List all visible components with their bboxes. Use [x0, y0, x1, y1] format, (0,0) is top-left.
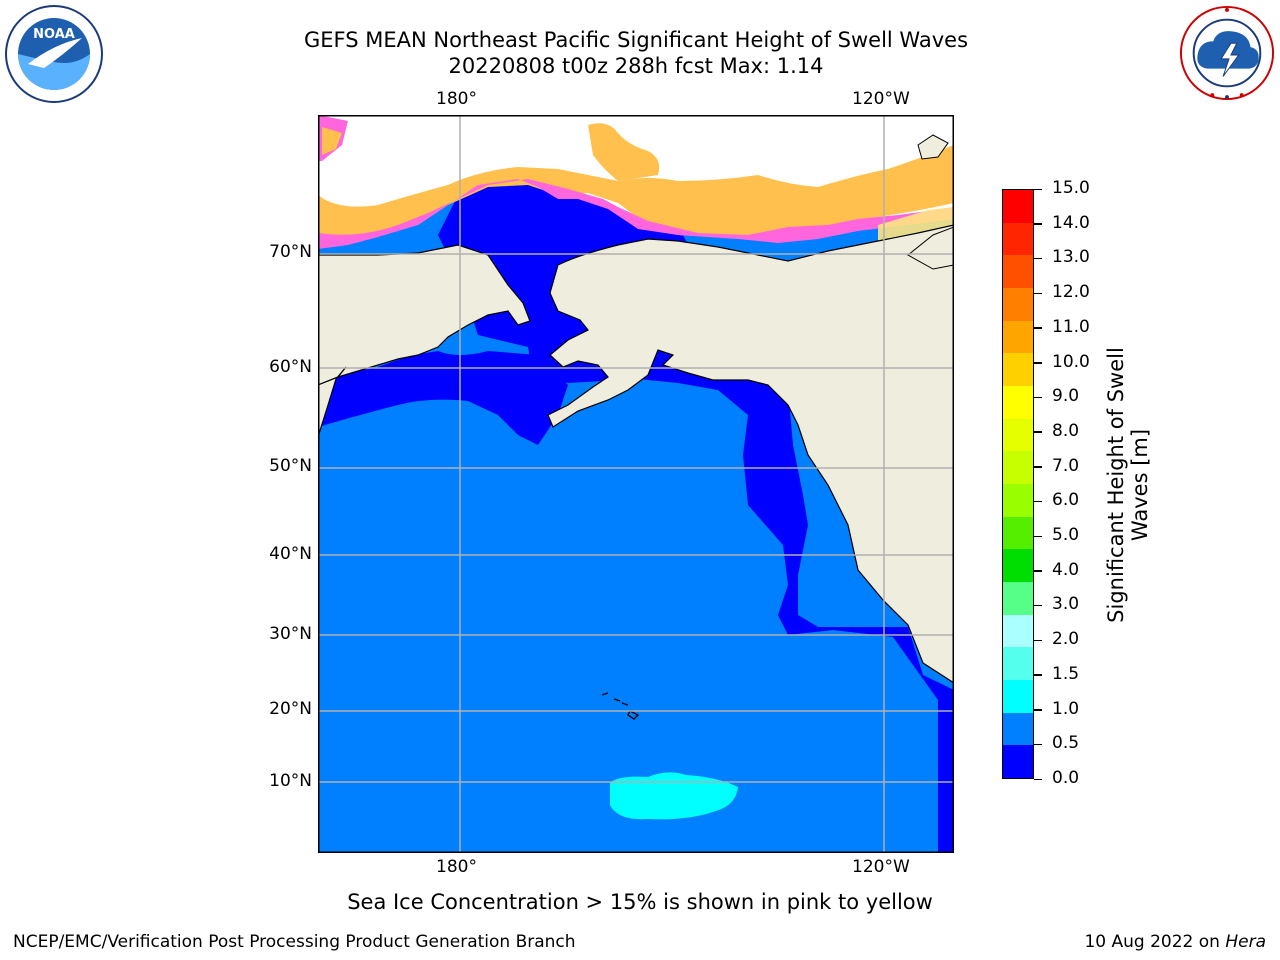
colorbar-tick-label: 1.0	[1052, 698, 1080, 719]
colorbar-tick-label: 3.0	[1052, 594, 1080, 615]
colorbar-segment	[1003, 581, 1033, 615]
lon-label-top-180: 180°	[436, 89, 477, 109]
colorbar-tick-label: 13.0	[1052, 247, 1090, 268]
colorbar	[1002, 189, 1034, 779]
colorbar-tick-mark	[1034, 466, 1042, 468]
map-title: GEFS MEAN Northeast Pacific Significant …	[303, 28, 969, 52]
land-arctic-island-small	[917, 134, 949, 160]
colorbar-segment	[1003, 614, 1033, 648]
colorbar-tick-label: 1.5	[1052, 663, 1080, 684]
ocean-swell-1.0-1.5-patch	[610, 772, 738, 820]
lon-label-bottom-120w: 120°W	[852, 857, 910, 877]
sea-ice-pink-edge	[318, 179, 954, 249]
colorbar-tick-label: 12.0	[1052, 282, 1090, 303]
colorbar-tick-mark	[1034, 257, 1042, 260]
land-siberia	[318, 244, 531, 386]
lat-label-30n: 30°N	[269, 624, 312, 644]
colorbar-tick-label: 4.0	[1052, 559, 1080, 580]
colorbar-tick-mark	[1034, 535, 1042, 538]
colorbar-segment	[1003, 679, 1033, 713]
map-frame	[318, 115, 954, 853]
colorbar-segment	[1003, 190, 1033, 223]
colorbar-segment	[1003, 255, 1033, 288]
colorbar-segment	[1003, 353, 1033, 386]
land-kamchatka	[318, 366, 347, 438]
colorbar-tick-mark	[1034, 500, 1042, 503]
colorbar-segment	[1003, 418, 1033, 452]
colorbar-tick-mark	[1034, 396, 1042, 399]
footer-host: Hera	[1225, 932, 1266, 952]
sea-ice-orange	[318, 145, 954, 247]
colorbar-tick-label: 5.0	[1052, 525, 1080, 546]
colorbar-tick-mark	[1034, 292, 1042, 295]
colorbar-segment	[1003, 549, 1033, 582]
colorbar-tick-mark	[1034, 674, 1042, 676]
colorbar-tick-label: 11.0	[1052, 316, 1090, 337]
colorbar-tick-mark	[1034, 639, 1042, 642]
colorbar-segment	[1003, 320, 1033, 354]
colorbar-tick-label: 0.5	[1052, 733, 1080, 754]
colorbar-tick-mark	[1034, 223, 1042, 225]
land-north-america	[547, 224, 954, 684]
lon-label-top-120w: 120°W	[852, 89, 910, 109]
footer-date: 10 Aug 2022 on Hera	[1084, 932, 1266, 952]
hawaii-islands	[601, 692, 640, 720]
nws-logo	[1179, 5, 1275, 101]
colorbar-tick-label: 7.0	[1052, 455, 1080, 476]
colorbar-tick-mark	[1034, 778, 1042, 780]
lat-label-70n: 70°N	[269, 242, 312, 262]
noaa-logo: NOAA	[5, 5, 103, 103]
colorbar-segment	[1003, 483, 1033, 517]
colorbar-tick-mark	[1034, 362, 1042, 364]
lat-label-60n: 60°N	[269, 357, 312, 377]
lat-label-50n: 50°N	[269, 456, 312, 476]
colorbar-segment	[1003, 222, 1033, 256]
noaa-logo-text: NOAA	[33, 27, 75, 42]
colorbar-tick-label: 10.0	[1052, 351, 1090, 372]
colorbar-tick-label: 6.0	[1052, 490, 1080, 511]
colorbar-tick-label: 9.0	[1052, 386, 1080, 407]
colorbar-segment	[1003, 287, 1033, 321]
lat-label-10n: 10°N	[269, 771, 312, 791]
colorbar-tick-mark	[1034, 431, 1042, 433]
colorbar-label-line1: Significant Height of Swell	[1104, 347, 1128, 623]
colorbar-tick-mark	[1034, 570, 1042, 572]
colorbar-tick-label: 14.0	[1052, 212, 1090, 233]
colorbar-tick-label: 15.0	[1052, 178, 1090, 198]
lon-label-bottom-180: 180°	[436, 857, 477, 877]
colorbar-segment	[1003, 451, 1033, 484]
graticule	[318, 115, 954, 853]
colorbar-tick-label: 0.0	[1052, 768, 1080, 788]
colorbar-label-line2: Waves [m]	[1128, 428, 1152, 542]
colorbar-tick-mark	[1034, 743, 1042, 746]
map-subtitle: 20220808 t00z 288h fcst Max: 1.14	[448, 54, 824, 78]
sea-ice-caption: Sea Ice Concentration > 15% is shown in …	[347, 890, 933, 914]
sea-ice-orange-northwest	[322, 127, 342, 155]
colorbar-segment	[1003, 745, 1033, 778]
colorbar-segment	[1003, 712, 1033, 746]
colorbar-tick-mark	[1034, 188, 1042, 190]
footer-date-text: 10 Aug 2022 on	[1084, 932, 1226, 952]
sea-ice-orange-north	[588, 123, 660, 181]
colorbar-tick-mark	[1034, 604, 1042, 607]
colorbar-tick-label: 2.0	[1052, 629, 1080, 650]
colorbar-label: Significant Height of Swell Waves [m]	[1104, 275, 1152, 695]
land-arctic-island	[907, 226, 954, 270]
colorbar-tick-mark	[1034, 709, 1042, 711]
colorbar-segment	[1003, 647, 1033, 680]
colorbar-segment	[1003, 516, 1033, 550]
lat-label-40n: 40°N	[269, 544, 312, 564]
colorbar-tick-label: 8.0	[1052, 420, 1080, 441]
lat-label-20n: 20°N	[269, 699, 312, 719]
footer-branch: NCEP/EMC/Verification Post Processing Pr…	[13, 932, 576, 952]
colorbar-segment	[1003, 385, 1033, 419]
map-panel	[318, 115, 954, 853]
colorbar-tick-mark	[1034, 327, 1042, 329]
ocean-swell-0-0.5-coastal	[438, 165, 954, 853]
ocean-swell-0-0.5-aleutian	[318, 351, 568, 445]
